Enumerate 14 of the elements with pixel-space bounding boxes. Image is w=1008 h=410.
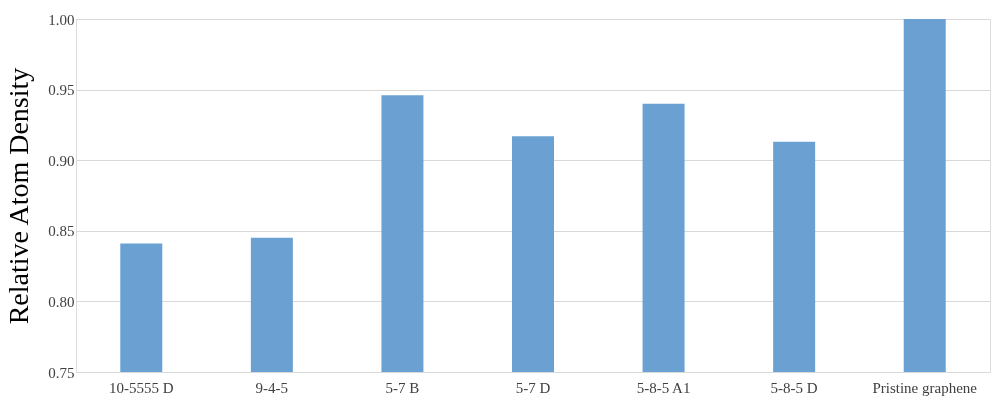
x-tick-label: 5-7 B xyxy=(385,379,420,396)
x-tick-label: 5-7 D xyxy=(515,379,551,396)
x-tick-label: 5-8-5 D xyxy=(770,379,818,396)
y-tick-label: 0.95 xyxy=(48,82,75,99)
x-tick-label: 5-8-5 A1 xyxy=(636,379,691,396)
y-axis-title: Relative Atom Density xyxy=(3,67,35,325)
x-tick-label: Pristine graphene xyxy=(872,379,978,396)
x-tick-label: 10-5555 D xyxy=(109,379,174,396)
y-tick-label: 0.90 xyxy=(48,152,75,169)
x-tick-label: 9-4-5 xyxy=(255,379,289,396)
y-tick-label: 0.80 xyxy=(48,293,75,310)
y-tick-label: 0.85 xyxy=(48,223,75,240)
y-tick-label: 1.00 xyxy=(48,11,75,28)
y-tick-label: 0.75 xyxy=(48,364,75,381)
